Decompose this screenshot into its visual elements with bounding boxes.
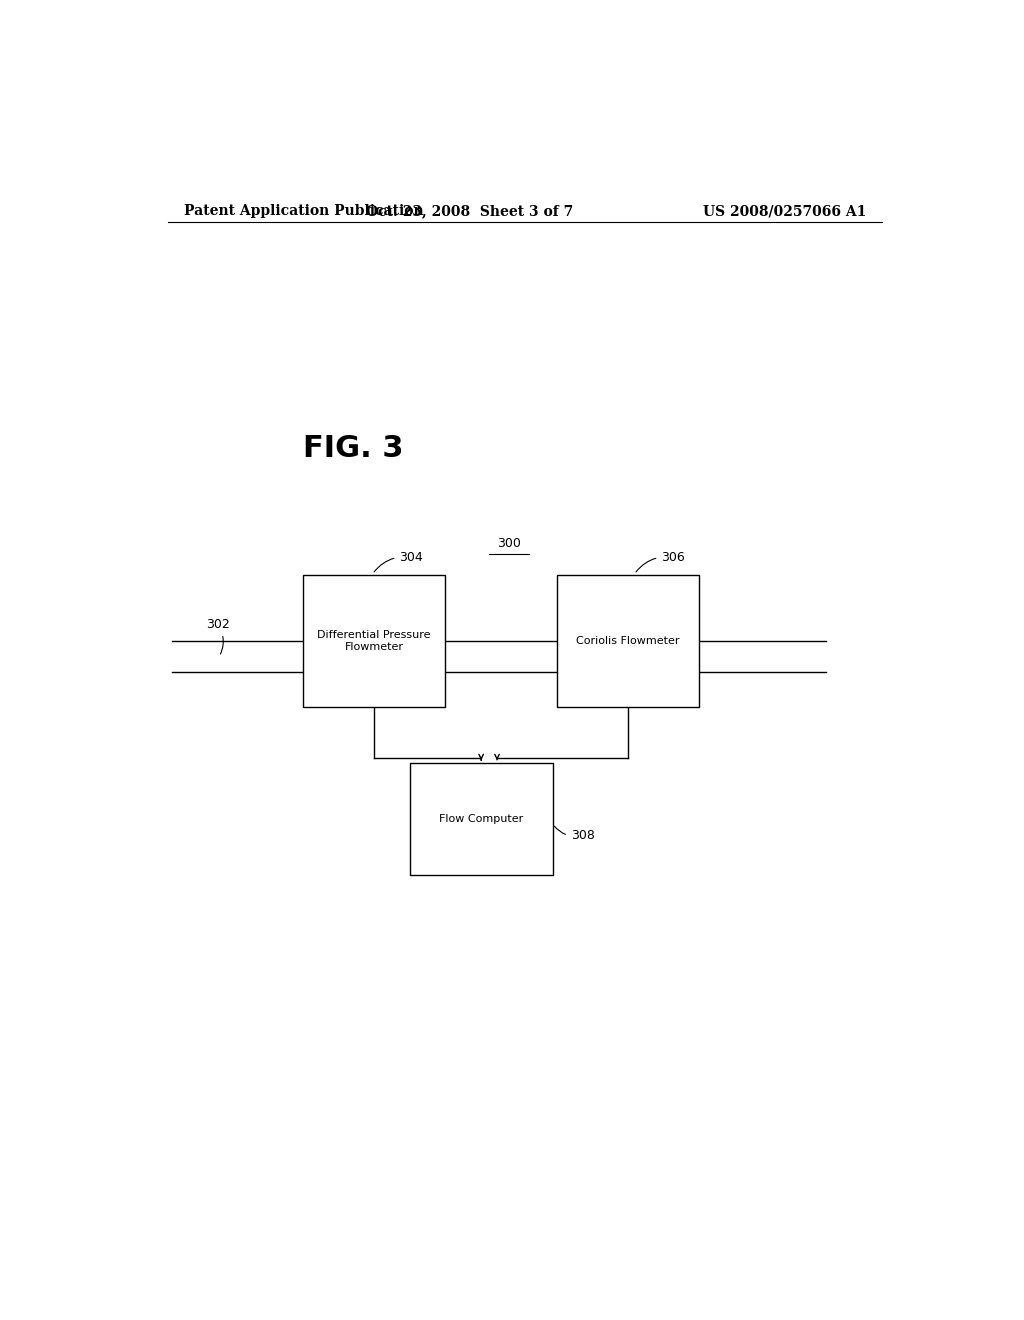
Text: Differential Pressure
Flowmeter: Differential Pressure Flowmeter xyxy=(317,631,431,652)
Text: 308: 308 xyxy=(554,826,595,842)
Text: FIG. 3: FIG. 3 xyxy=(303,434,403,463)
Text: Coriolis Flowmeter: Coriolis Flowmeter xyxy=(577,636,680,647)
Text: 300: 300 xyxy=(497,537,521,549)
Text: 304: 304 xyxy=(374,550,423,572)
Text: Oct. 23, 2008  Sheet 3 of 7: Oct. 23, 2008 Sheet 3 of 7 xyxy=(366,205,572,218)
FancyBboxPatch shape xyxy=(557,576,699,708)
Text: 306: 306 xyxy=(636,550,685,572)
FancyBboxPatch shape xyxy=(410,763,553,875)
Text: Flow Computer: Flow Computer xyxy=(439,814,523,824)
FancyBboxPatch shape xyxy=(303,576,445,708)
Text: 302: 302 xyxy=(206,618,229,653)
Text: Patent Application Publication: Patent Application Publication xyxy=(183,205,423,218)
Text: US 2008/0257066 A1: US 2008/0257066 A1 xyxy=(702,205,866,218)
